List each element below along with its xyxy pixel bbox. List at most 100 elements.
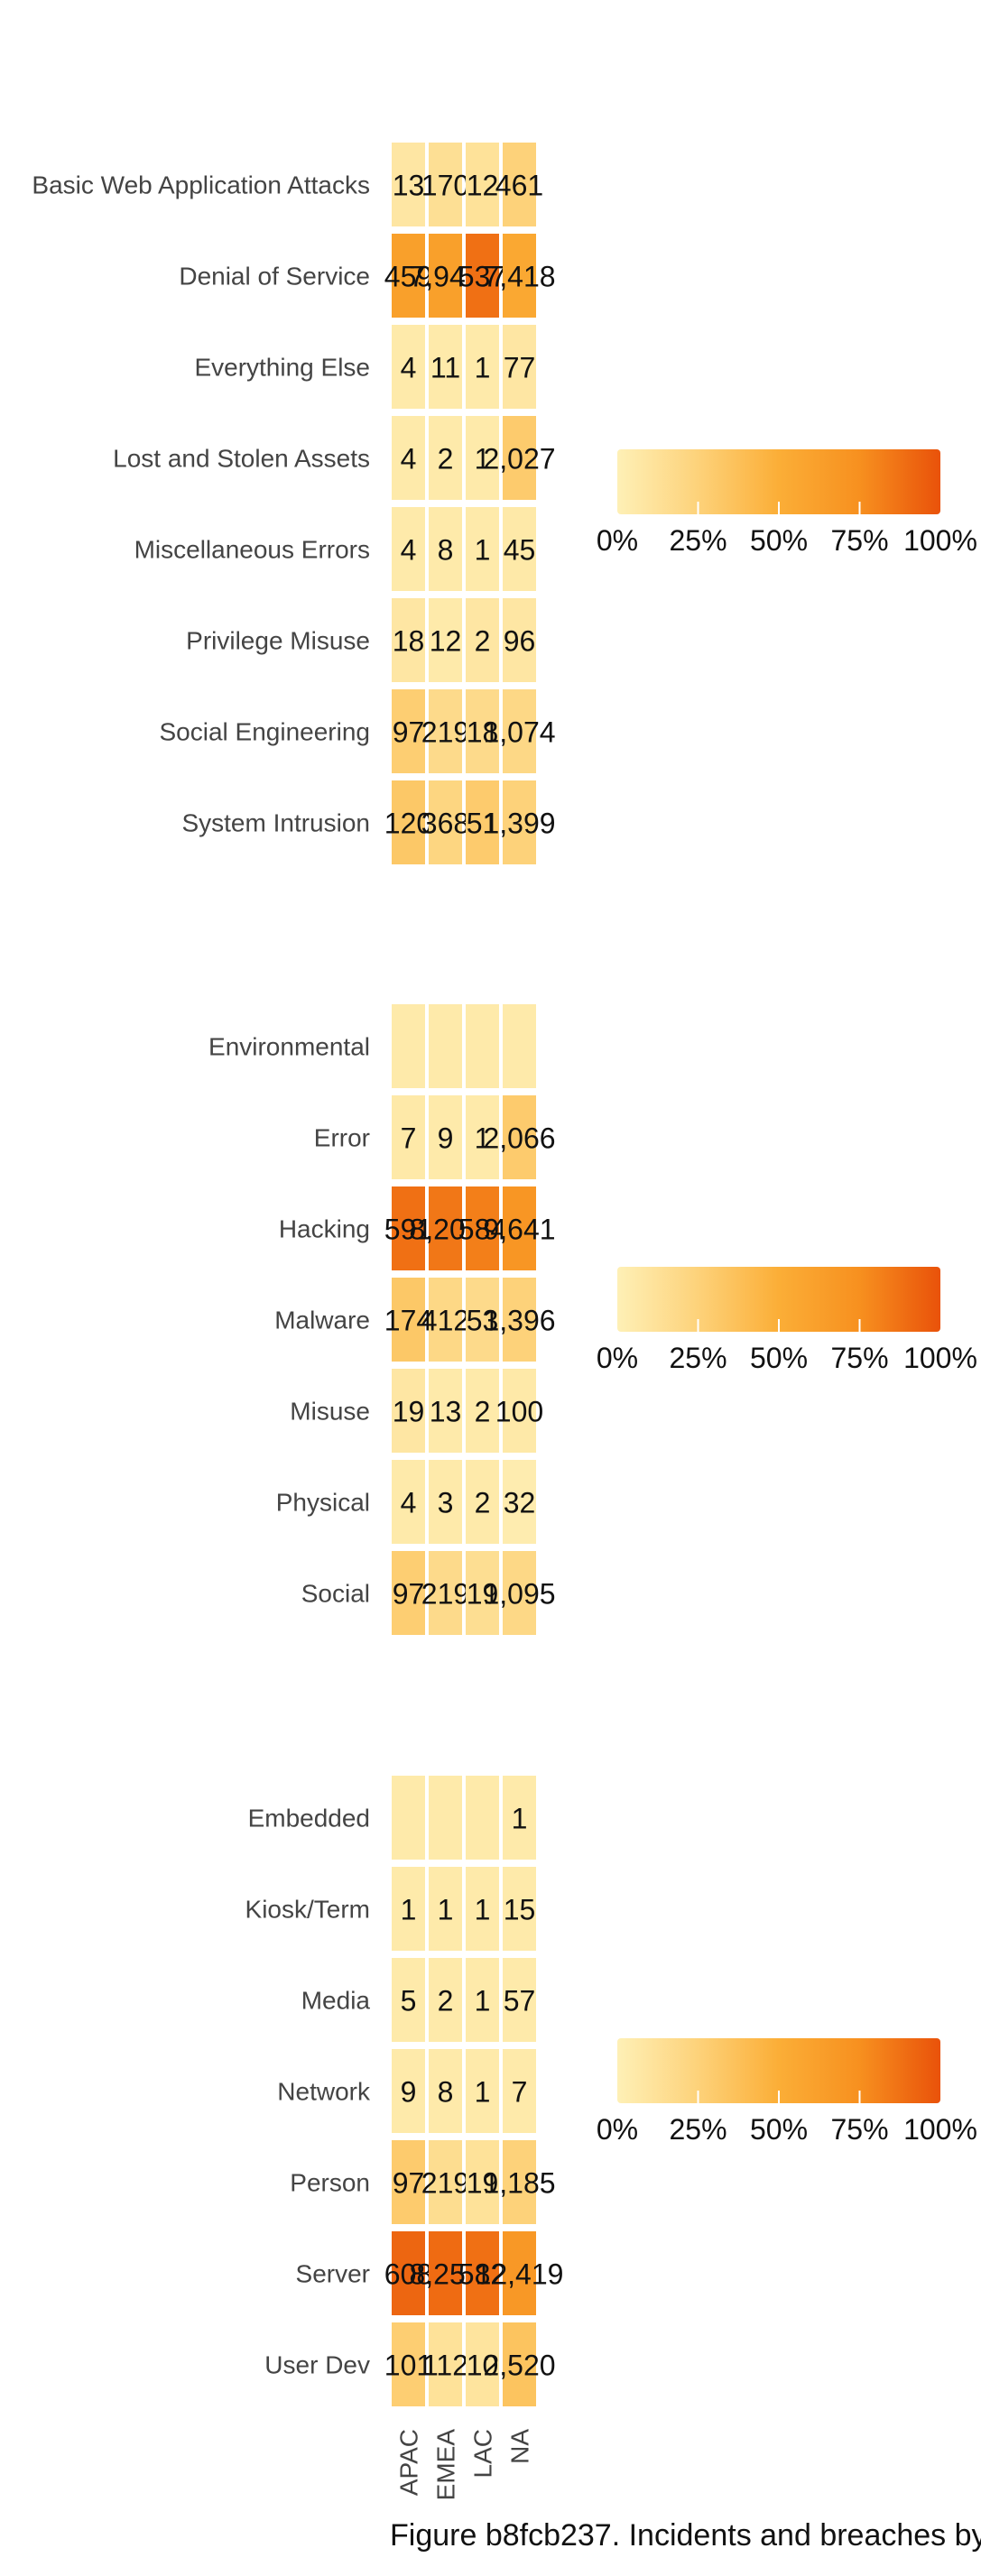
- heatmap-cell: [503, 1095, 536, 1179]
- cell-value: 1: [401, 1894, 417, 1926]
- heatmap-cell: [466, 1004, 499, 1088]
- heatmap-cell: [503, 2140, 536, 2224]
- heatmap-row: Error 7 9 12,066: [314, 1095, 556, 1179]
- cell-value: 53: [467, 1305, 499, 1337]
- cell-value: 219: [421, 2167, 469, 2200]
- legend-tick-label: 25%: [669, 1342, 726, 1374]
- cell-value: 51: [467, 808, 499, 840]
- heatmap-cell: [466, 2049, 499, 2133]
- row-label: Everything Else: [194, 354, 370, 382]
- cell-value: 412: [421, 1305, 469, 1337]
- heatmap-cell: [429, 1369, 462, 1453]
- cell-value: 9: [438, 1122, 454, 1155]
- heatmap-cell: [466, 1958, 499, 2042]
- heatmap-cell: [466, 2231, 499, 2315]
- heatmap-cell: [392, 1460, 425, 1544]
- heatmap-cell: [503, 1369, 536, 1453]
- heatmap-cell: [429, 1095, 462, 1179]
- heatmap-cell: [429, 1958, 462, 2042]
- heatmap-cell: [429, 1776, 462, 1860]
- legend-tick-label: 0%: [597, 524, 638, 557]
- heatmap-cell: [392, 416, 425, 500]
- row-label: Miscellaneous Errors: [134, 536, 370, 564]
- heatmap-cell: [466, 1551, 499, 1635]
- x-tick-label: EMEA: [432, 2429, 460, 2501]
- heatmap-cell: [503, 689, 536, 773]
- row-label: Denial of Service: [179, 263, 370, 291]
- cell-value: 19: [393, 1396, 425, 1428]
- heatmap-cell: [392, 2140, 425, 2224]
- heatmap-row: Misuse 19 13 2 100: [290, 1369, 543, 1453]
- cell-value: 461: [495, 170, 543, 202]
- legend-tick-label: 50%: [750, 2113, 808, 2146]
- legend-tick-label: 25%: [669, 2113, 726, 2146]
- row-label: Network: [277, 2078, 371, 2106]
- heatmap-row: Privilege Misuse 18 12 2 96: [186, 598, 536, 682]
- heatmap-cell: [429, 1460, 462, 1544]
- heatmap-cell: [429, 2322, 462, 2406]
- cell-value: 608: [384, 2258, 432, 2291]
- heatmap-cell: [466, 325, 499, 409]
- row-label: Lost and Stolen Assets: [113, 445, 370, 473]
- heatmap-cell: [503, 2231, 536, 2315]
- heatmap-cell: [466, 1369, 499, 1453]
- heatmap-cell: [392, 598, 425, 682]
- cell-value: 11: [430, 352, 460, 384]
- legend-tick-label: 75%: [830, 2113, 888, 2146]
- row-label: Physical: [276, 1489, 370, 1517]
- heatmap-cell: [429, 507, 462, 591]
- heatmap-cell: [466, 2322, 499, 2406]
- cell-value: 584: [458, 1214, 506, 1246]
- cell-value: 219: [421, 1578, 469, 1611]
- row-label: Kiosk/Term: [245, 1896, 370, 1924]
- x-tick-label: LAC: [469, 2429, 497, 2478]
- row-label: Basic Web Application Attacks: [32, 171, 370, 199]
- heatmap-cell: [392, 2049, 425, 2133]
- heatmap-cell: [466, 1095, 499, 1179]
- cell-value: 2: [475, 1487, 491, 1519]
- heatmap-cell: [503, 1867, 536, 1951]
- cell-value: 219: [421, 716, 469, 749]
- heatmap-cell: [392, 1095, 425, 1179]
- cell-value: 582: [458, 2258, 506, 2291]
- cell-value: 1: [475, 443, 491, 475]
- heatmap-cell: [429, 416, 462, 500]
- cell-value: 97: [393, 716, 425, 749]
- row-label: Privilege Misuse: [186, 627, 370, 655]
- cell-value: 18: [467, 716, 499, 749]
- legend-gradient-bar: [617, 449, 940, 514]
- heatmap-cell: [429, 1004, 462, 1088]
- heatmap-cell: [429, 1551, 462, 1635]
- legend-tick-label: 50%: [750, 524, 808, 557]
- heatmap-cell: [503, 325, 536, 409]
- heatmap-cell: [466, 1460, 499, 1544]
- row-label: Misuse: [290, 1398, 370, 1426]
- heatmap-cell: [392, 1958, 425, 2042]
- heatmap-row: Physical 4 3 2 32: [276, 1460, 536, 1544]
- cell-value: 591: [384, 1214, 432, 1246]
- heatmap-cell: [503, 1004, 536, 1088]
- cell-value: 9: [401, 2076, 417, 2109]
- color-legend: 0% 25% 50% 75% 100%: [597, 449, 977, 557]
- cell-value: 2,027: [483, 443, 555, 475]
- heatmap-cell: [503, 234, 536, 318]
- heatmap-cell: [466, 1186, 499, 1270]
- heatmap-cell: [429, 234, 462, 318]
- heatmap-cell: [429, 1278, 462, 1362]
- heatmap-cell: [466, 1867, 499, 1951]
- cell-value: 2: [438, 443, 454, 475]
- heatmap-cell: [392, 1551, 425, 1635]
- cell-value: 1: [475, 352, 491, 384]
- cell-value: 4: [401, 1487, 417, 1519]
- cell-value: 3: [438, 1487, 454, 1519]
- heatmap-cell: [392, 1278, 425, 1362]
- heatmap-cell: [466, 1278, 499, 1362]
- heatmap-cell: [466, 143, 499, 226]
- cell-value: 100: [495, 1396, 543, 1428]
